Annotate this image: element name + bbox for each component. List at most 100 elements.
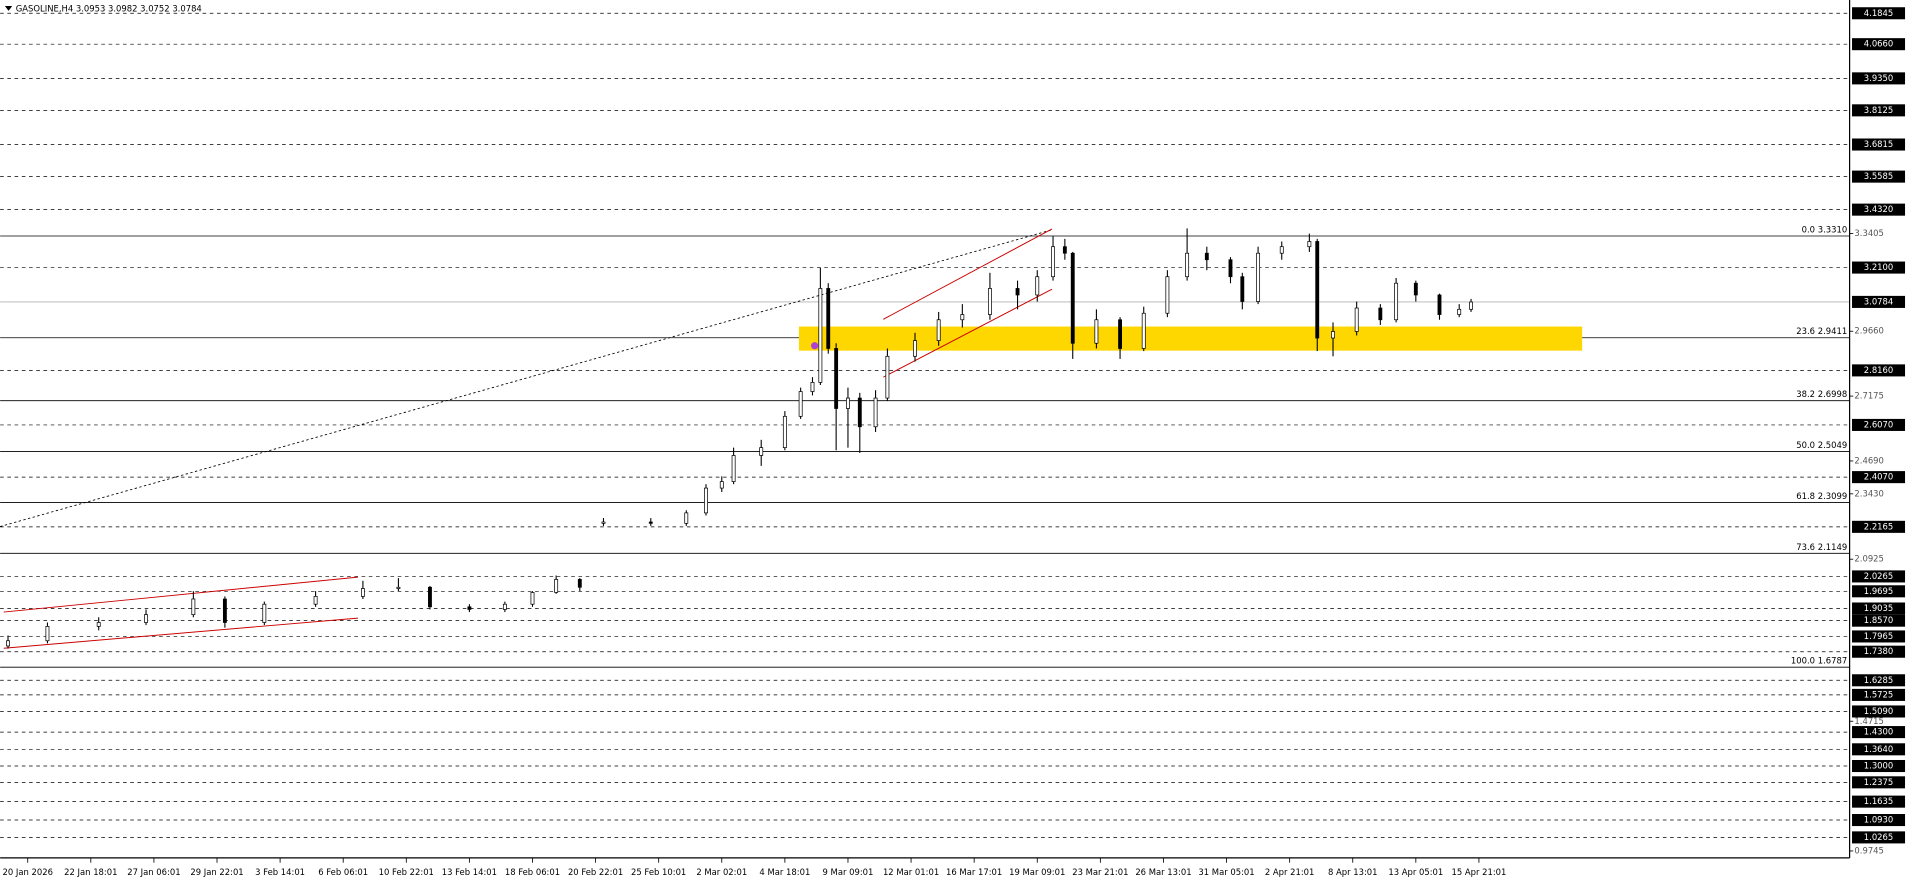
x-tick-label: 23 Mar 21:01 bbox=[1072, 867, 1128, 877]
support-zone bbox=[798, 326, 1583, 351]
candle-body bbox=[873, 397, 878, 428]
candle-body bbox=[1094, 319, 1099, 344]
candle-body bbox=[428, 586, 432, 608]
candle-body bbox=[601, 521, 606, 524]
channel-line bbox=[883, 288, 1053, 378]
candle-body bbox=[913, 340, 917, 357]
candle-body bbox=[1457, 308, 1462, 315]
level-label: 1.9695 bbox=[1864, 586, 1893, 596]
candle-body bbox=[810, 382, 815, 392]
candle-body bbox=[262, 603, 267, 623]
candle-body bbox=[782, 415, 787, 448]
level-label-box bbox=[1852, 418, 1906, 431]
x-tick-label: 3 Feb 14:01 bbox=[255, 867, 305, 877]
x-tick-label: 29 Jan 22:01 bbox=[190, 867, 243, 877]
candle-body bbox=[1279, 246, 1284, 254]
candle-body bbox=[1437, 294, 1442, 315]
candle-body bbox=[1413, 282, 1418, 296]
candle-body bbox=[826, 288, 831, 349]
level-label-box bbox=[1852, 743, 1906, 756]
level-label: 2.2165 bbox=[1864, 521, 1893, 531]
candle-body bbox=[1165, 276, 1170, 314]
level-label: 1.0930 bbox=[1864, 815, 1893, 825]
x-tick-label: 2 Apr 21:01 bbox=[1265, 867, 1315, 877]
level-label-box bbox=[1852, 104, 1906, 117]
level-label-box bbox=[1852, 831, 1906, 844]
y-tick-label: 2.0925 bbox=[1854, 554, 1883, 564]
level-label: 3.2100 bbox=[1864, 262, 1893, 272]
candle-body bbox=[1141, 312, 1146, 349]
x-tick-label: 10 Feb 22:01 bbox=[379, 867, 434, 877]
level-label-box bbox=[1852, 570, 1906, 583]
candle-body bbox=[1354, 307, 1359, 332]
level-label: 4.1845 bbox=[1864, 8, 1893, 18]
channel-line bbox=[883, 228, 1053, 320]
candle-body bbox=[1307, 241, 1312, 248]
y-tick-label: 3.3405 bbox=[1854, 228, 1883, 238]
candle-body bbox=[719, 481, 724, 489]
candle-body bbox=[530, 592, 535, 605]
level-label: 2.6070 bbox=[1864, 419, 1893, 429]
x-tick-label: 2 Mar 02:01 bbox=[696, 867, 747, 877]
y-tick-label: 2.3430 bbox=[1854, 488, 1883, 498]
candle-body bbox=[684, 512, 689, 524]
level-label: 4.0660 bbox=[1864, 39, 1893, 49]
candle-body bbox=[857, 397, 862, 428]
x-tick-label: 20 Jan 2026 bbox=[2, 867, 53, 877]
fib-label: 50.0 2.5049 bbox=[1796, 440, 1847, 450]
trend-line bbox=[0, 229, 1051, 527]
level-label: 1.3640 bbox=[1864, 744, 1893, 754]
x-tick-label: 9 Mar 09:01 bbox=[823, 867, 874, 877]
level-label: 1.2375 bbox=[1864, 777, 1893, 787]
level-label-box bbox=[1852, 759, 1906, 773]
candle-body bbox=[1240, 276, 1245, 302]
candle-body bbox=[704, 487, 708, 514]
candle-body bbox=[1228, 259, 1233, 278]
level-label-box bbox=[1852, 795, 1906, 808]
x-tick-label: 8 Apr 13:01 bbox=[1328, 867, 1378, 877]
candle-body bbox=[1469, 301, 1473, 310]
candle-body bbox=[1315, 241, 1320, 339]
candle-body bbox=[1015, 288, 1020, 296]
candle-body bbox=[1051, 246, 1055, 278]
level-label: 2.8160 bbox=[1864, 365, 1893, 375]
candle-body bbox=[1256, 252, 1261, 302]
x-tick-label: 27 Jan 06:01 bbox=[127, 867, 180, 877]
candle-body bbox=[502, 603, 507, 610]
level-label-box bbox=[1852, 614, 1906, 627]
x-tick-label: 25 Feb 10:01 bbox=[631, 867, 686, 877]
candle-body bbox=[144, 614, 148, 623]
level-label-box bbox=[1852, 602, 1906, 615]
candle-body bbox=[1185, 252, 1190, 278]
level-label-box bbox=[1852, 645, 1906, 658]
x-tick-label: 12 Mar 01:01 bbox=[883, 867, 939, 877]
candle-body bbox=[1070, 252, 1075, 344]
level-label-box bbox=[1852, 705, 1906, 718]
current-price-label: 3.0784 bbox=[1864, 296, 1893, 306]
x-tick-label: 15 Apr 21:01 bbox=[1451, 867, 1506, 877]
level-label: 2.4070 bbox=[1864, 472, 1893, 482]
grid-layer bbox=[0, 12, 1854, 852]
x-tick-label: 13 Feb 14:01 bbox=[442, 867, 497, 877]
candle-body bbox=[6, 640, 10, 647]
level-label: 1.4300 bbox=[1864, 727, 1893, 737]
level-label: 1.5725 bbox=[1864, 689, 1893, 699]
candle-body bbox=[360, 588, 365, 597]
level-label-box bbox=[1852, 138, 1906, 151]
level-label: 3.4320 bbox=[1864, 204, 1893, 214]
candle-body bbox=[798, 391, 803, 417]
x-tick-label: 6 Feb 06:01 bbox=[318, 867, 368, 877]
chart-title: GASOLINE,H4 3.0953 3.0982 3.0752 3.0784 bbox=[16, 4, 202, 14]
x-tick-label: 20 Feb 22:01 bbox=[568, 867, 623, 877]
candle-body bbox=[467, 606, 472, 610]
y-tick-label: 0.9745 bbox=[1854, 845, 1883, 855]
level-label: 1.7965 bbox=[1864, 631, 1893, 641]
y-tick-label: 2.9660 bbox=[1854, 326, 1883, 336]
menu-icon bbox=[4, 6, 13, 11]
candle-body bbox=[818, 288, 823, 383]
candle-body bbox=[313, 596, 318, 605]
candle-body bbox=[960, 314, 965, 321]
trade-marker bbox=[811, 342, 819, 350]
candle-body bbox=[834, 348, 839, 409]
